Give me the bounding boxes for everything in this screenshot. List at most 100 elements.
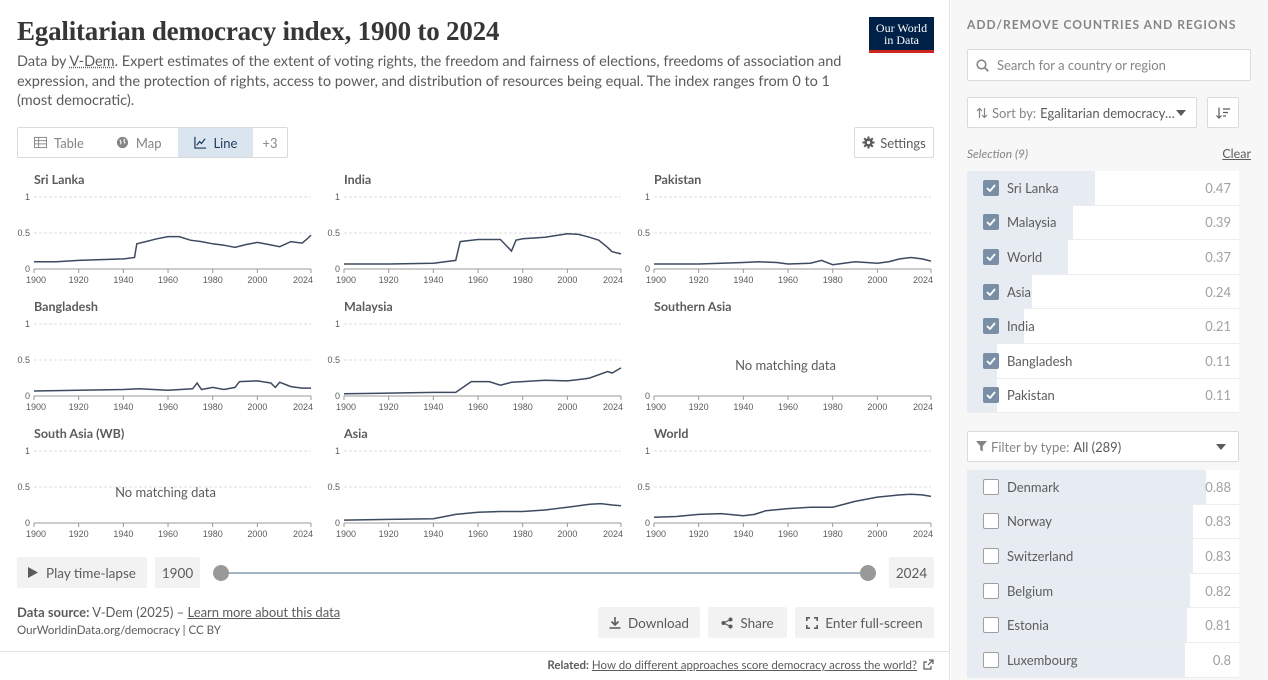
x-tick-label: 1900 bbox=[646, 275, 666, 285]
chart-panel[interactable]: Sri Lanka 0 0.5 1 1900 1920 1940 1960 1980 2000 20… bbox=[17, 172, 314, 290]
checkbox[interactable] bbox=[983, 547, 999, 564]
start-handle[interactable] bbox=[213, 565, 229, 581]
checkbox-checked[interactable] bbox=[983, 214, 999, 231]
entity-row[interactable]: Asia 0.24 bbox=[967, 274, 1239, 310]
x-tick-label: 1960 bbox=[468, 402, 488, 412]
download-button[interactable]: Download bbox=[598, 607, 700, 638]
related-link[interactable]: How do different approaches score democr… bbox=[591, 659, 918, 672]
y-tick-label: 1 bbox=[25, 446, 30, 456]
chart-panel[interactable]: World 0 0.5 1 1900 1920 1940 1960 1980 2000 2024 bbox=[637, 426, 934, 544]
checkbox-checked[interactable] bbox=[983, 283, 999, 300]
entity-name: Estonia bbox=[1007, 617, 1049, 634]
owid-logo[interactable]: Our World in Data bbox=[869, 17, 934, 53]
x-tick-label: 1960 bbox=[778, 275, 798, 285]
entity-value: 0.8 bbox=[1212, 651, 1231, 668]
filter-label: Filter by type: bbox=[991, 438, 1070, 455]
panel-title: South Asia (WB) bbox=[34, 426, 125, 441]
logo-line1: Our World bbox=[875, 21, 928, 35]
chart-panel[interactable]: Southern Asia 0 1900 1920 1940 1960 1980 2000 20… bbox=[637, 299, 934, 417]
x-tick-label: 2024 bbox=[913, 275, 933, 285]
line-chart: 0 0.5 1 1900 1920 1940 1960 1980 2000 2024 bbox=[327, 446, 623, 539]
sort-order-button[interactable] bbox=[1207, 97, 1239, 128]
data-source: Data source: V-Dem (2025) – Learn more a… bbox=[17, 604, 340, 620]
x-tick-label: 1940 bbox=[113, 529, 133, 539]
entity-row[interactable]: World 0.37 bbox=[967, 240, 1239, 275]
x-tick-label: 2024 bbox=[293, 529, 313, 539]
line-chart: 0 0.5 1 1900 1920 1940 1960 1980 2000 2024 bbox=[17, 319, 313, 412]
line-chart: 0 0.5 1 1900 1920 1940 1960 1980 2000 2024 bbox=[327, 192, 623, 285]
end-year[interactable]: 2024 bbox=[889, 557, 934, 588]
entity-row[interactable]: Sri Lanka 0.47 bbox=[967, 171, 1239, 206]
entity-row[interactable]: Switzerland 0.83 bbox=[967, 539, 1239, 574]
entity-row[interactable]: Malaysia 0.39 bbox=[967, 205, 1239, 241]
series-line bbox=[653, 493, 932, 518]
play-timelapse-button[interactable]: Play time-lapse bbox=[17, 557, 147, 588]
tab-more[interactable]: +3 bbox=[262, 134, 278, 151]
x-tick-label: 1940 bbox=[113, 275, 133, 285]
x-tick-label: 1980 bbox=[203, 275, 223, 285]
entity-row[interactable]: Estonia 0.81 bbox=[967, 608, 1239, 643]
fullscreen-button[interactable]: Enter full-screen bbox=[795, 607, 934, 638]
clear-selection-button[interactable]: Clear bbox=[1222, 146, 1251, 161]
entity-row[interactable]: Norway 0.83 bbox=[967, 504, 1239, 540]
entity-name: Denmark bbox=[1007, 478, 1060, 495]
chart-panel[interactable]: Malaysia 0 0.5 1 1900 1920 1940 1960 1980 2000 202… bbox=[327, 299, 624, 417]
entity-row[interactable]: Luxembourg 0.8 bbox=[967, 642, 1239, 678]
available-list: Denmark 0.88 Norway 0.83 Switzerland 0.83 Belg… bbox=[967, 470, 1239, 678]
sort-select[interactable]: Sort by: Egalitarian democracy index bbox=[967, 97, 1197, 128]
x-tick-label: 1980 bbox=[823, 529, 843, 539]
end-handle[interactable] bbox=[860, 565, 876, 581]
subtitle-prefix: Data by bbox=[17, 53, 70, 70]
checkbox[interactable] bbox=[983, 582, 999, 599]
series-line bbox=[654, 256, 932, 266]
checkbox[interactable] bbox=[983, 651, 999, 668]
x-tick-label: 2000 bbox=[557, 402, 577, 412]
y-tick-label: 0.5 bbox=[17, 482, 30, 492]
chart-panel[interactable]: Asia 0 0.5 1 1900 1920 1940 1960 1980 2000 2024 bbox=[327, 426, 624, 544]
search-input[interactable]: Search for a country or region bbox=[967, 49, 1251, 81]
citation: OurWorldinData.org/democracy | CC BY bbox=[17, 624, 221, 637]
gear-icon bbox=[862, 136, 875, 149]
x-tick-label: 1920 bbox=[69, 529, 89, 539]
type-filter-select[interactable]: Filter by type: All (289) bbox=[967, 431, 1239, 462]
entity-row[interactable]: Denmark 0.88 bbox=[967, 470, 1239, 505]
fullscreen-label: Enter full-screen bbox=[825, 614, 923, 631]
timeline-track[interactable] bbox=[220, 572, 868, 574]
tab-table[interactable]: Table bbox=[18, 128, 100, 157]
start-year[interactable]: 1900 bbox=[155, 557, 200, 588]
entity-row[interactable]: Pakistan 0.11 bbox=[967, 378, 1239, 414]
share-button[interactable]: Share bbox=[708, 607, 787, 638]
x-tick-label: 1900 bbox=[646, 402, 666, 412]
tab-label: Table bbox=[54, 134, 84, 151]
checkbox-checked[interactable] bbox=[983, 352, 999, 369]
x-tick-label: 1960 bbox=[778, 402, 798, 412]
checkbox[interactable] bbox=[983, 478, 999, 495]
entity-value: 0.82 bbox=[1205, 582, 1231, 599]
entity-row[interactable]: Belgium 0.82 bbox=[967, 573, 1239, 609]
chart-panel[interactable]: South Asia (WB) 0 0.5 1 1900 1920 1940 1960 1980… bbox=[17, 426, 314, 544]
chart-panel[interactable]: Bangladesh 0 0.5 1 1900 1920 1940 1960 1980 2000 2… bbox=[17, 299, 314, 417]
chart-panel[interactable]: India 0 0.5 1 1900 1920 1940 1960 1980 2000 2024 bbox=[327, 172, 624, 290]
checkbox[interactable] bbox=[983, 513, 999, 530]
x-tick-label: 1980 bbox=[513, 529, 533, 539]
entity-name: World bbox=[1007, 248, 1043, 265]
checkbox-checked[interactable] bbox=[983, 179, 999, 196]
x-tick-label: 1940 bbox=[423, 275, 443, 285]
tab-map[interactable]: Map bbox=[100, 128, 178, 157]
learn-more-link[interactable]: Learn more about this data bbox=[187, 604, 341, 620]
download-label: Download bbox=[628, 614, 689, 631]
checkbox-checked[interactable] bbox=[983, 318, 999, 335]
tab-line[interactable]: Line bbox=[177, 128, 254, 157]
entity-row[interactable]: Bangladesh 0.11 bbox=[967, 343, 1239, 379]
checkbox-checked[interactable] bbox=[983, 387, 999, 404]
source-link[interactable]: V-Dem bbox=[69, 53, 115, 70]
settings-button[interactable]: Settings bbox=[854, 127, 934, 158]
chart-panel[interactable]: Pakistan 0 0.5 1 1900 1920 1940 1960 1980 2000 202… bbox=[637, 172, 934, 290]
y-tick-label: 0 bbox=[645, 518, 650, 528]
line-chart: 0 0.5 1 1900 1920 1940 1960 1980 2000 2024 bbox=[637, 192, 933, 285]
checkbox[interactable] bbox=[983, 617, 999, 634]
checkbox-checked[interactable] bbox=[983, 248, 999, 265]
entity-row[interactable]: India 0.21 bbox=[967, 309, 1239, 344]
y-tick-label: 0 bbox=[645, 264, 650, 274]
check-icon bbox=[986, 357, 996, 365]
